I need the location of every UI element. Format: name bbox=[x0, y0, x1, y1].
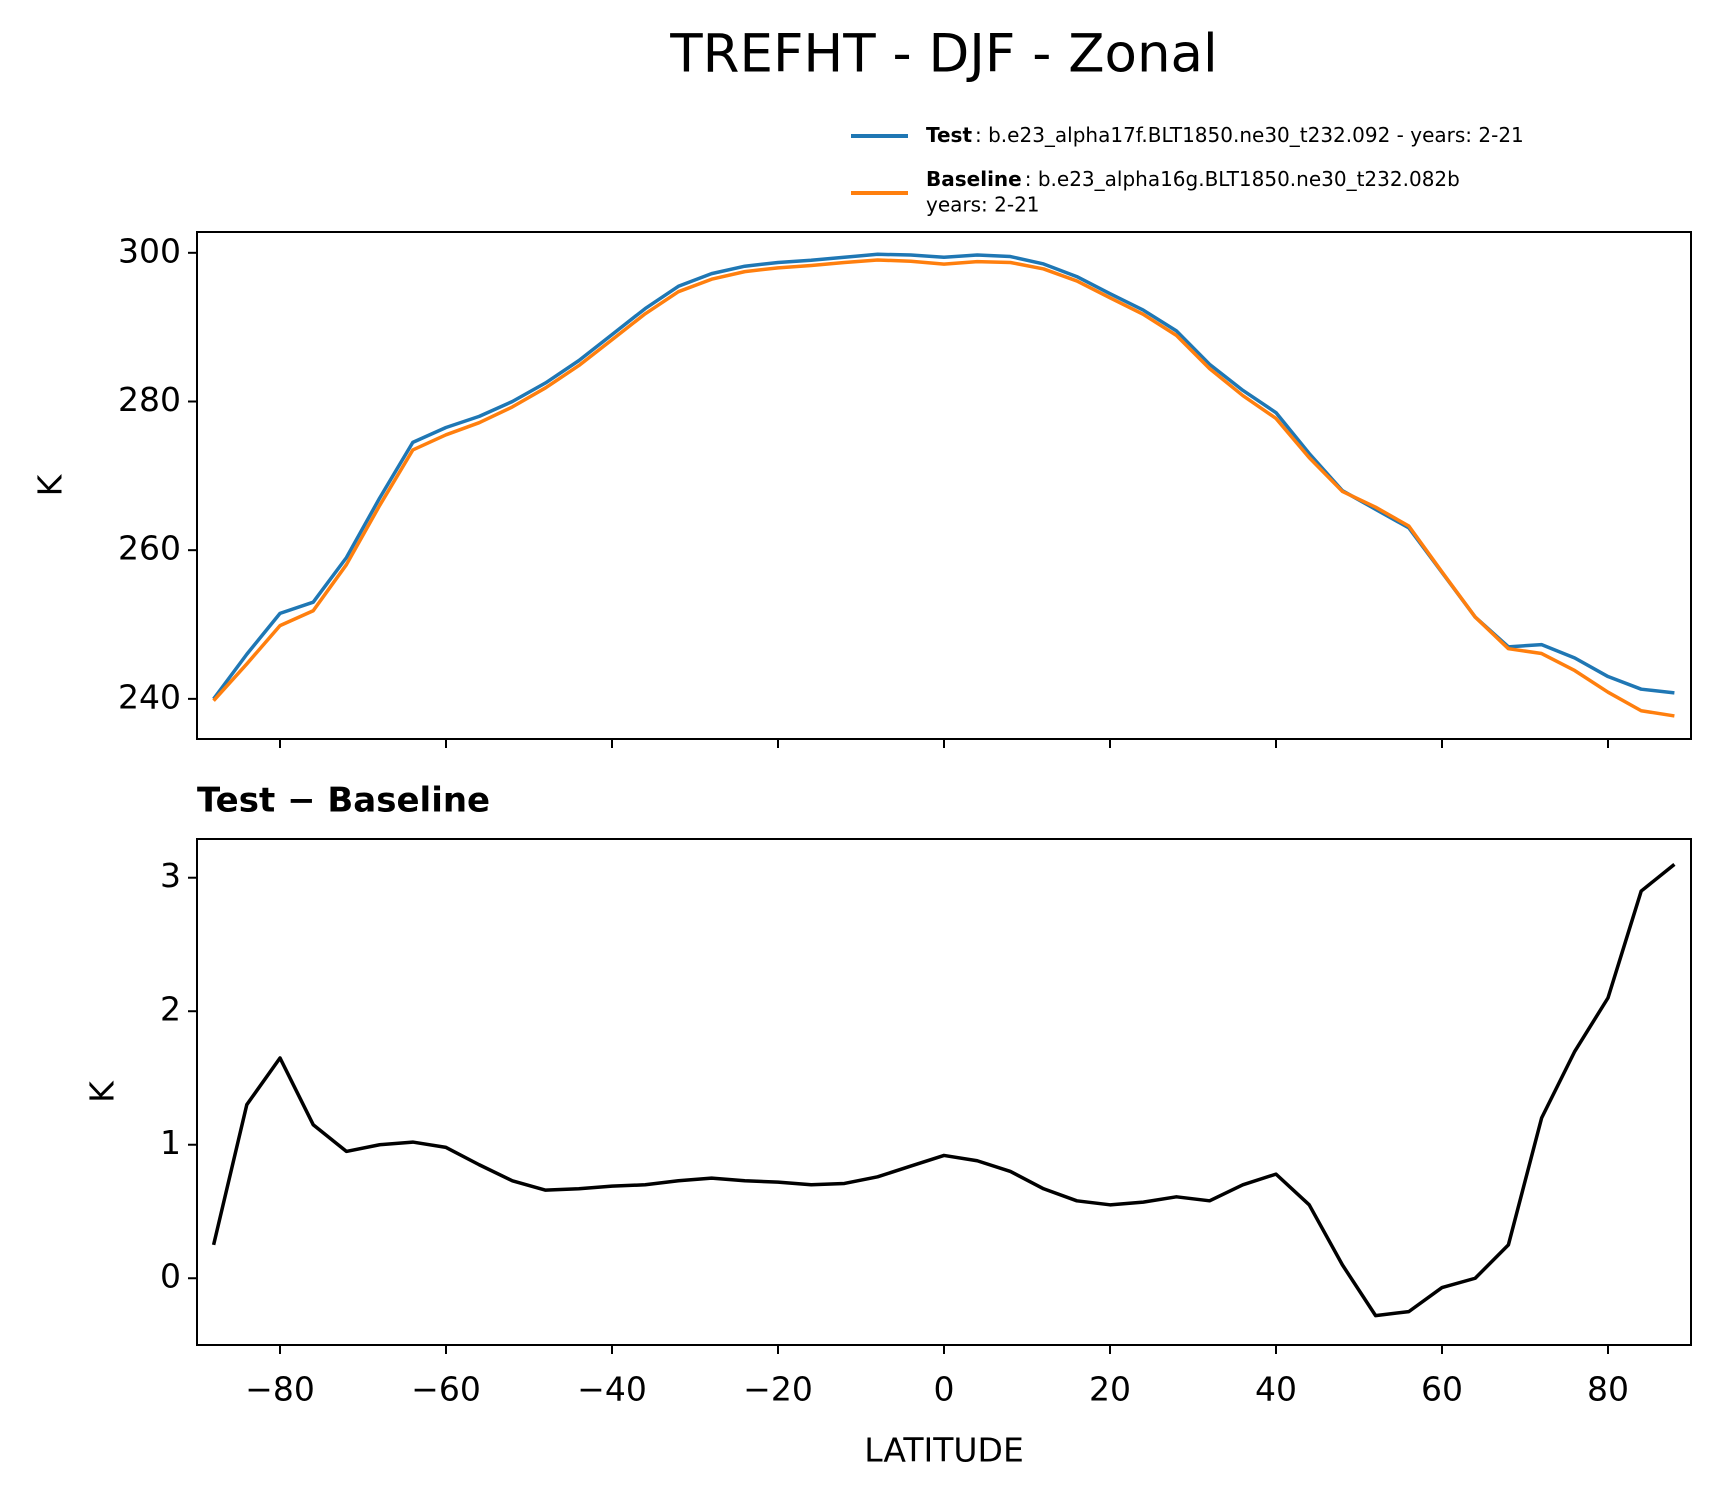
legend-name: Test bbox=[926, 123, 972, 147]
y-tick-label: 2 bbox=[160, 990, 181, 1029]
x-tick-label: −80 bbox=[245, 1370, 315, 1409]
line bbox=[211, 863, 1676, 1318]
legend-label: years: 2-21 bbox=[926, 193, 1040, 217]
y-tick-label: 240 bbox=[118, 677, 181, 716]
x-tick-label: −40 bbox=[577, 1370, 647, 1409]
y-tick-label: 280 bbox=[118, 380, 181, 419]
y-tick-label: 260 bbox=[118, 529, 181, 568]
x-tick-label: −60 bbox=[411, 1370, 481, 1409]
x-tick-label: 40 bbox=[1255, 1370, 1297, 1409]
y-tick-label: 0 bbox=[160, 1257, 181, 1296]
legend-label: Baseline: b.e23_alpha16g.BLT1850.ne30_t2… bbox=[926, 167, 1460, 191]
y-tick-label: 300 bbox=[118, 231, 181, 270]
plot-frame bbox=[196, 838, 1692, 1346]
x-tick-label: 0 bbox=[934, 1370, 955, 1409]
legend-label: Test: b.e23_alpha17f.BLT1850.ne30_t232.0… bbox=[926, 123, 1524, 147]
line-1 bbox=[212, 258, 1675, 718]
subplot-title: Test − Baseline bbox=[197, 781, 490, 821]
y-tick-label: 1 bbox=[160, 1123, 181, 1162]
x-tick-label: 80 bbox=[1587, 1370, 1629, 1409]
x-tick-label: −20 bbox=[743, 1370, 813, 1409]
plot-frame bbox=[196, 231, 1692, 740]
legend-name: Baseline bbox=[926, 167, 1022, 191]
figure-title: TREFHT - DJF - Zonal bbox=[669, 24, 1218, 85]
x-axis-label: LATITUDE bbox=[864, 1431, 1024, 1470]
x-tick-label: 20 bbox=[1089, 1370, 1131, 1409]
line-0 bbox=[212, 252, 1675, 700]
y-axis-label: K bbox=[83, 1080, 122, 1103]
legend-text: : b.e23_alpha16g.BLT1850.ne30_t232.082b bbox=[1025, 167, 1460, 191]
legend-text: : b.e23_alpha17f.BLT1850.ne30_t232.092 -… bbox=[975, 123, 1524, 147]
y-axis-label: K bbox=[31, 473, 70, 496]
y-tick-label: 3 bbox=[160, 856, 181, 895]
x-tick-label: 60 bbox=[1421, 1370, 1463, 1409]
